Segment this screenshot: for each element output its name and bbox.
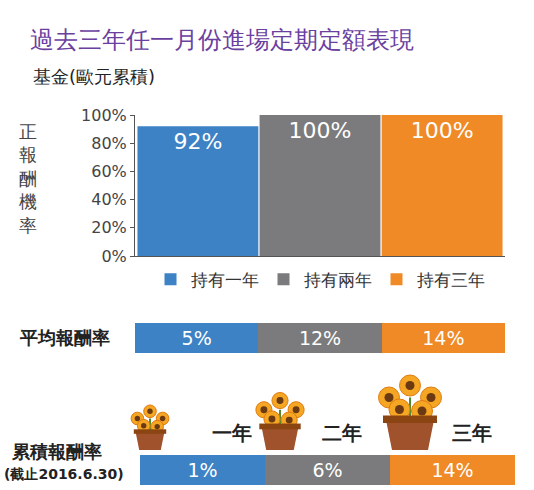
svg-text:80%: 80% [91,134,127,153]
svg-text:20%: 20% [91,218,127,237]
html-text:(截止2016.6.30): (截止2016.6.30) [4,466,124,482]
html-text:二年: 二年 [322,421,362,445]
html-text:12%: 12% [298,327,342,349]
svg-text:40%: 40% [91,190,127,209]
svg-text:100%: 100% [81,106,127,125]
html-text:1%: 1% [187,459,218,481]
html-text:5%: 5% [181,327,212,349]
svg-text:100%: 100% [289,118,352,143]
svg-text:100%: 100% [411,118,474,143]
svg-text:持有兩年: 持有兩年 [304,270,372,290]
html-text:14%: 14% [422,327,465,349]
svg-text:持有三年: 持有三年 [417,270,485,290]
svg-text:92%: 92% [173,129,222,154]
svg-text:0%: 0% [101,247,126,266]
svg-text:正報酬機率: 正報酬機率 [19,121,37,236]
html-text:三年: 三年 [452,421,492,445]
svg-text:60%: 60% [91,162,127,181]
html-text:14%: 14% [431,459,474,481]
svg-text:基金(歐元累積): 基金(歐元累積) [33,66,155,87]
svg-text:持有一年: 持有一年 [191,270,259,290]
html-text:平均報酬率: 平均報酬率 [20,327,110,348]
svg-text:過去三年任一月份進場定期定額表現: 過去三年任一月份進場定期定額表現 [30,26,414,54]
html-text:一年: 一年 [212,421,252,445]
html-text:6%: 6% [312,459,343,481]
html-text:累積報酬率: 累積報酬率 [12,441,102,462]
